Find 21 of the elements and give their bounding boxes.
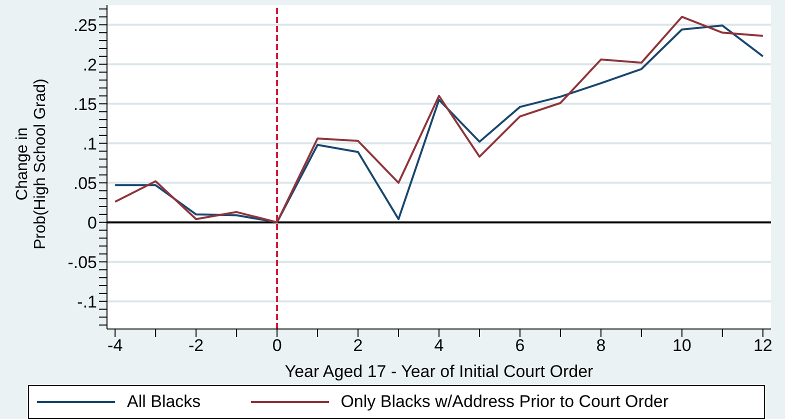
x-tick-label: 10 xyxy=(672,336,692,356)
y-tick-label: .2 xyxy=(82,55,97,74)
x-tick-label: 8 xyxy=(596,336,606,356)
x-tick-label: 4 xyxy=(434,336,444,356)
x-tick-label: 0 xyxy=(272,336,282,356)
y-tick-label: -.05 xyxy=(68,252,97,272)
legend-label: All Blacks xyxy=(127,392,201,412)
y-tick-label: .1 xyxy=(82,134,97,154)
y-tick-label: .25 xyxy=(73,16,97,35)
y-tick-label: .15 xyxy=(73,94,97,114)
y-axis-title: Change in Prob(High School Grad) xyxy=(14,78,49,250)
x-tick-label: 12 xyxy=(753,336,772,356)
x-tick-label: 6 xyxy=(515,336,525,356)
legend-label: Only Blacks w/Address Prior to Court Order xyxy=(340,392,669,412)
x-axis-title: Year Aged 17 - Year of Initial Court Order xyxy=(284,362,594,381)
x-tick-label: -2 xyxy=(188,336,204,356)
x-tick-label: -4 xyxy=(108,336,123,356)
x-tick-label: 2 xyxy=(353,336,363,356)
y-tick-label: .05 xyxy=(73,174,97,193)
y-tick-label: -.1 xyxy=(77,292,97,312)
y-tick-label: 0 xyxy=(88,213,97,232)
